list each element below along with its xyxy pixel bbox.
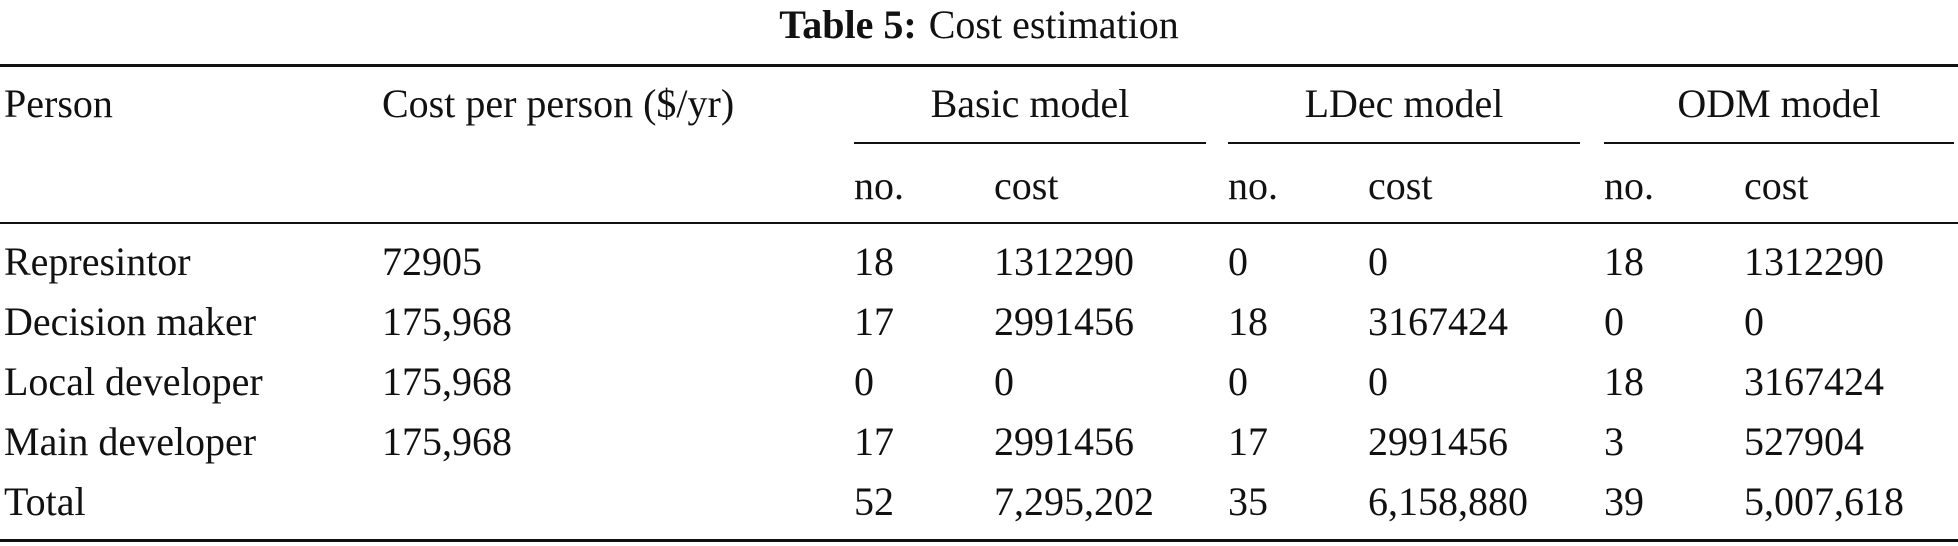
cell-person: Total (4, 479, 86, 524)
odm-model-underline (1604, 142, 1954, 144)
cell-odm-no: 0 (1604, 299, 1624, 344)
header-ldec-cost: cost (1368, 163, 1433, 208)
cell-basic-cost: 1312290 (994, 239, 1134, 284)
ldec-model-underline (1228, 142, 1580, 144)
cell-odm-no: 18 (1604, 359, 1644, 404)
header-odm-model: ODM model (1677, 81, 1881, 126)
cell-cost-per-person: 175,968 (382, 419, 512, 464)
cell-odm-no: 39 (1604, 479, 1644, 524)
cell-basic-no: 18 (854, 239, 894, 284)
bottom-rule (0, 539, 1958, 542)
cell-basic-cost: 2991456 (994, 299, 1134, 344)
cell-ldec-no: 35 (1228, 479, 1268, 524)
header-basic-cost: cost (994, 163, 1059, 208)
cell-ldec-no: 18 (1228, 299, 1268, 344)
cell-person: Represintor (4, 239, 191, 284)
cell-basic-no: 17 (854, 299, 894, 344)
cell-odm-cost: 3167424 (1744, 359, 1884, 404)
cell-ldec-cost: 0 (1368, 239, 1388, 284)
header-odm-no: no. (1604, 163, 1654, 208)
cell-basic-cost: 2991456 (994, 419, 1134, 464)
basic-model-underline (854, 142, 1206, 144)
cell-basic-no: 17 (854, 419, 894, 464)
cell-basic-no: 52 (854, 479, 894, 524)
table-caption: Table 5: Cost estimation (0, 0, 1958, 50)
cell-odm-no: 18 (1604, 239, 1644, 284)
cell-cost-per-person: 175,968 (382, 359, 512, 404)
header-odm-cost: cost (1744, 163, 1809, 208)
cell-ldec-cost: 2991456 (1368, 419, 1508, 464)
header-person: Person (4, 81, 113, 126)
header-ldec-no: no. (1228, 163, 1278, 208)
cell-ldec-cost: 6,158,880 (1368, 479, 1528, 524)
cell-odm-cost: 1312290 (1744, 239, 1884, 284)
cell-ldec-no: 0 (1228, 239, 1248, 284)
header-basic-no: no. (854, 163, 904, 208)
top-rule (0, 64, 1958, 67)
table-number: Table 5: (779, 2, 917, 47)
cell-person: Main developer (4, 419, 257, 464)
cell-cost-per-person: 175,968 (382, 299, 512, 344)
header-cost-per-person: Cost per person ($/yr) (382, 81, 735, 126)
cell-ldec-cost: 3167424 (1368, 299, 1508, 344)
cell-basic-cost: 7,295,202 (994, 479, 1154, 524)
cell-odm-cost: 0 (1744, 299, 1764, 344)
cell-odm-cost: 527904 (1744, 419, 1864, 464)
cell-person: Local developer (4, 359, 263, 404)
header-ldec-model: LDec model (1304, 81, 1504, 126)
cell-ldec-cost: 0 (1368, 359, 1388, 404)
cell-odm-cost: 5,007,618 (1744, 479, 1904, 524)
header-basic-model: Basic model (930, 81, 1130, 126)
cell-ldec-no: 0 (1228, 359, 1248, 404)
cell-odm-no: 3 (1604, 419, 1624, 464)
table-title: Cost estimation (928, 2, 1179, 47)
cell-person: Decision maker (4, 299, 257, 344)
header-rule (0, 222, 1958, 224)
cell-ldec-no: 17 (1228, 419, 1268, 464)
cell-cost-per-person: 72905 (382, 239, 482, 284)
cell-basic-cost: 0 (994, 359, 1014, 404)
cell-basic-no: 0 (854, 359, 874, 404)
